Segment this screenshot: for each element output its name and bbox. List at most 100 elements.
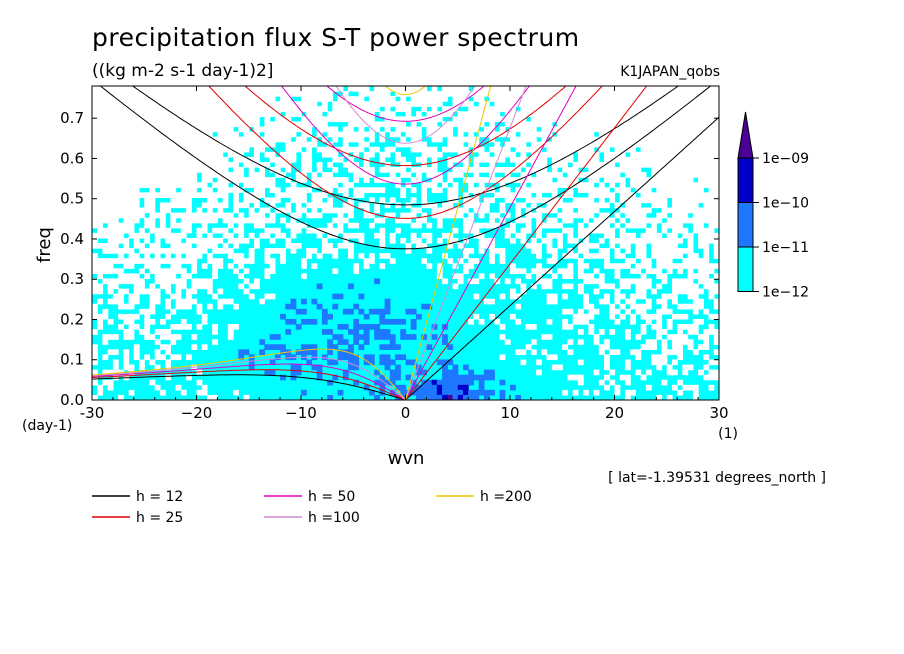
field-cell xyxy=(473,197,480,204)
field-cell xyxy=(687,131,694,138)
field-cell xyxy=(201,227,208,234)
field-cell xyxy=(123,217,130,224)
field-cell xyxy=(677,192,684,199)
field-cell xyxy=(159,212,166,219)
field-cell xyxy=(708,182,715,188)
field-cell xyxy=(212,263,218,269)
field-cell xyxy=(551,101,558,107)
field-cell xyxy=(468,222,475,229)
field-cell xyxy=(128,172,135,178)
field-cell xyxy=(577,232,584,239)
field-cell xyxy=(368,106,375,112)
field-cell xyxy=(410,96,417,102)
field-cell xyxy=(353,136,360,143)
field-cell xyxy=(363,263,370,269)
field-cell xyxy=(515,278,522,285)
field-cell xyxy=(609,232,616,239)
field-cell xyxy=(290,369,297,376)
field-cell xyxy=(133,197,140,204)
field-cell xyxy=(342,182,349,188)
field-cell xyxy=(499,182,506,188)
field-cell xyxy=(186,167,192,173)
field-cell xyxy=(102,146,109,153)
field-cell xyxy=(233,121,239,128)
field-cell xyxy=(635,91,642,97)
field-cell xyxy=(233,303,239,310)
field-cell xyxy=(348,156,354,163)
y-tick-label: 0.1 xyxy=(60,351,84,369)
field-cell xyxy=(102,334,109,340)
field-cell xyxy=(154,237,161,244)
field-cell xyxy=(212,227,218,234)
field-cell xyxy=(337,96,344,102)
field-cell xyxy=(682,248,689,254)
field-cell xyxy=(473,141,480,148)
field-cell xyxy=(342,91,349,97)
field-cell xyxy=(321,354,328,361)
field-cell xyxy=(682,324,689,330)
field-cell xyxy=(583,116,589,123)
field-cell xyxy=(306,96,313,102)
field-cell xyxy=(504,106,511,112)
field-cell xyxy=(196,248,203,254)
field-cell xyxy=(609,172,616,178)
field-cell xyxy=(102,131,109,138)
field-cell xyxy=(645,106,652,112)
field-cell xyxy=(102,192,109,199)
curve-kelvin xyxy=(405,86,648,400)
field-cell xyxy=(280,86,286,92)
field-cell xyxy=(562,273,569,280)
field-cell xyxy=(656,318,663,325)
field-cell xyxy=(301,101,307,107)
field-cell xyxy=(593,141,600,148)
field-cell xyxy=(698,187,704,193)
field-cell xyxy=(269,202,276,209)
field-cell xyxy=(165,283,171,290)
field-cell xyxy=(379,359,386,366)
field-cell xyxy=(671,202,678,209)
field-cell xyxy=(389,258,396,264)
field-cell xyxy=(624,237,631,244)
field-cell xyxy=(651,248,657,254)
field-cell xyxy=(489,126,495,133)
field-cell xyxy=(285,116,292,123)
field-cell xyxy=(97,141,104,148)
field-cell xyxy=(133,151,140,158)
field-cell xyxy=(604,298,610,305)
field-cell xyxy=(426,389,433,396)
field-cell xyxy=(624,278,631,285)
field-cell xyxy=(483,222,490,229)
field-cell xyxy=(640,258,647,264)
field-cell xyxy=(677,344,684,350)
field-cell xyxy=(149,106,156,112)
field-cell xyxy=(384,202,391,209)
field-cell xyxy=(656,106,663,112)
field-cell xyxy=(259,298,266,305)
field-cell xyxy=(703,273,710,280)
field-cell xyxy=(170,151,177,158)
field-cell xyxy=(154,329,161,335)
field-cell xyxy=(708,212,715,219)
colorbar-label: 1e−09 xyxy=(762,151,809,167)
field-cell xyxy=(118,131,124,138)
field-cell xyxy=(442,212,448,219)
field-cell xyxy=(677,303,684,310)
field-cell xyxy=(431,156,438,163)
field-cell xyxy=(243,111,250,117)
field-cell xyxy=(295,243,302,249)
field-cell xyxy=(572,389,579,396)
field-cell xyxy=(175,167,182,173)
field-cell xyxy=(159,334,166,340)
field-cell xyxy=(525,324,532,330)
field-cell xyxy=(363,131,370,138)
field-cell xyxy=(238,283,245,290)
field-cell xyxy=(692,111,699,117)
field-cell xyxy=(462,116,469,123)
field-cell xyxy=(353,131,360,138)
field-cell xyxy=(692,167,699,173)
field-cell xyxy=(462,192,469,199)
field-cell xyxy=(577,243,584,249)
field-cell xyxy=(557,222,563,229)
field-cell xyxy=(128,334,135,340)
field-cell xyxy=(180,258,187,264)
